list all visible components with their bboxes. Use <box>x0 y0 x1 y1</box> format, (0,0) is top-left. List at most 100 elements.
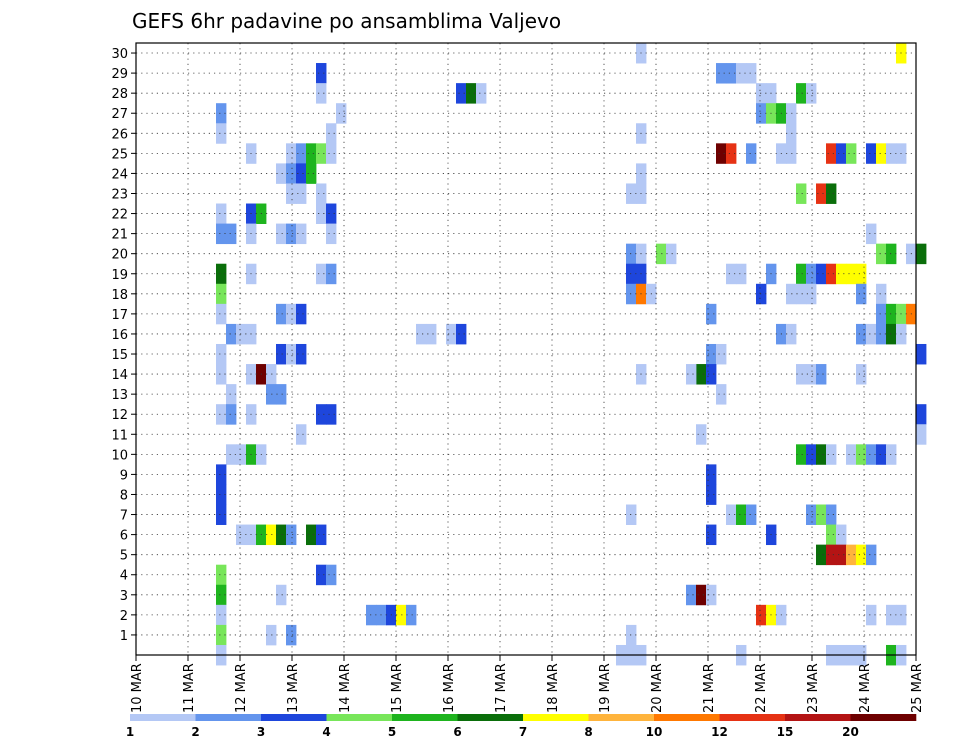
heatmap-cell <box>826 183 837 204</box>
x-tick-label: 25 MAR <box>910 663 925 713</box>
x-tick-label: 21 MAR <box>702 663 717 713</box>
heatmap-cell <box>866 444 877 465</box>
heatmap-cell <box>296 223 307 245</box>
heatmap-cell <box>746 504 757 525</box>
legend-label: 2 <box>191 725 199 739</box>
y-tick-label: 4 <box>120 569 128 584</box>
x-tick-label: 20 MAR <box>650 663 665 713</box>
heatmap-cell <box>816 263 827 285</box>
plot-frame <box>135 42 917 656</box>
heatmap-cell <box>276 303 287 325</box>
heatmap-cell <box>276 343 287 365</box>
heatmap-cell <box>306 524 317 546</box>
heatmap-cell <box>216 364 227 385</box>
heatmap-cell <box>706 464 717 485</box>
legend-label: 8 <box>584 725 592 739</box>
heatmap-cell <box>446 323 457 345</box>
heatmap-cell <box>826 504 837 525</box>
heatmap-cell <box>276 584 287 606</box>
legend-swatch <box>523 714 589 721</box>
heatmap-cell <box>796 263 807 285</box>
heatmap-cell <box>726 504 737 525</box>
heatmap-cell <box>286 163 297 184</box>
heatmap-cell <box>846 444 857 465</box>
heatmap-cell <box>856 283 867 305</box>
heatmap-cell <box>316 203 327 224</box>
y-tick-label: 22 <box>111 208 128 223</box>
heatmap-cell <box>216 283 227 305</box>
y-tick-label: 12 <box>111 408 128 423</box>
heatmap-cell <box>706 364 717 385</box>
legend-label: 20 <box>842 725 859 739</box>
y-tick-label: 27 <box>111 107 128 122</box>
heatmap-cell <box>876 303 887 325</box>
heatmap-cell <box>216 303 227 325</box>
heatmap-cell <box>326 143 337 164</box>
y-tick-label: 7 <box>120 509 128 524</box>
heatmap-cell <box>826 544 837 566</box>
heatmap-cell <box>316 63 327 84</box>
heatmap-cell <box>826 524 837 546</box>
heatmap-cell <box>686 364 697 385</box>
heatmap-cell <box>286 183 297 204</box>
heatmap-cell <box>316 83 327 104</box>
heatmap-cell <box>876 444 887 465</box>
heatmap-cell <box>916 243 927 265</box>
x-tick-label: 10 MAR <box>130 663 145 713</box>
dotted-grid <box>136 43 916 655</box>
heatmap-cell <box>706 584 717 606</box>
heatmap-cell <box>226 384 237 405</box>
heatmap-cell <box>296 183 307 204</box>
heatmap-cell <box>406 604 417 626</box>
heatmap-cell <box>216 624 227 646</box>
heatmap-cell <box>216 123 227 144</box>
heatmap-cell <box>326 223 337 245</box>
heatmap-cell <box>316 183 327 204</box>
heatmap-cell <box>816 183 827 204</box>
heatmap-cell <box>916 343 927 365</box>
heatmap-cell <box>326 123 337 144</box>
heatmap-cell <box>816 544 827 566</box>
y-tick-label: 2 <box>120 609 128 624</box>
legend-label: 1 <box>126 725 134 739</box>
heatmap-cell <box>716 343 727 365</box>
heatmap-cell <box>216 404 227 425</box>
heatmap-cell <box>876 323 887 345</box>
heatmap-cell <box>276 524 287 546</box>
heatmap-cell <box>836 143 847 164</box>
heatmap-cell <box>866 604 877 626</box>
heatmap-cell <box>696 584 707 606</box>
heatmap-cell <box>806 444 817 465</box>
legend-swatch <box>457 714 524 721</box>
y-tick-label: 6 <box>120 529 128 544</box>
legend-swatch <box>130 714 196 721</box>
heatmap-cell <box>216 343 227 365</box>
heatmap-cell <box>276 384 287 405</box>
heatmap-cell <box>336 103 347 124</box>
heatmap-cell <box>746 63 757 84</box>
heatmap-cell <box>326 404 337 425</box>
heatmap-cell <box>876 243 887 265</box>
heatmap-cell <box>876 283 887 305</box>
y-tick-label: 21 <box>111 228 128 243</box>
heatmap-cell <box>216 223 227 245</box>
y-tick-label: 17 <box>111 308 128 323</box>
x-tick-label: 23 MAR <box>806 663 821 713</box>
heatmap-cell <box>796 283 807 305</box>
legend-swatch <box>719 714 786 721</box>
heatmap-cell <box>876 143 887 164</box>
y-tick-label: 29 <box>111 67 128 82</box>
heatmap-cell <box>216 103 227 124</box>
heatmap-cell <box>716 143 727 164</box>
x-tick-label: 11 MAR <box>182 663 197 713</box>
heatmap-cell <box>226 404 237 425</box>
legend-label: 6 <box>453 725 461 739</box>
x-tick-label: 18 MAR <box>546 663 561 713</box>
y-tick-label: 3 <box>120 589 128 604</box>
heatmap-cell <box>216 203 227 224</box>
y-tick-label: 10 <box>111 448 128 463</box>
heatmap-cell <box>806 364 817 385</box>
heatmap-cell <box>866 223 877 245</box>
legend-label: 10 <box>646 725 663 739</box>
